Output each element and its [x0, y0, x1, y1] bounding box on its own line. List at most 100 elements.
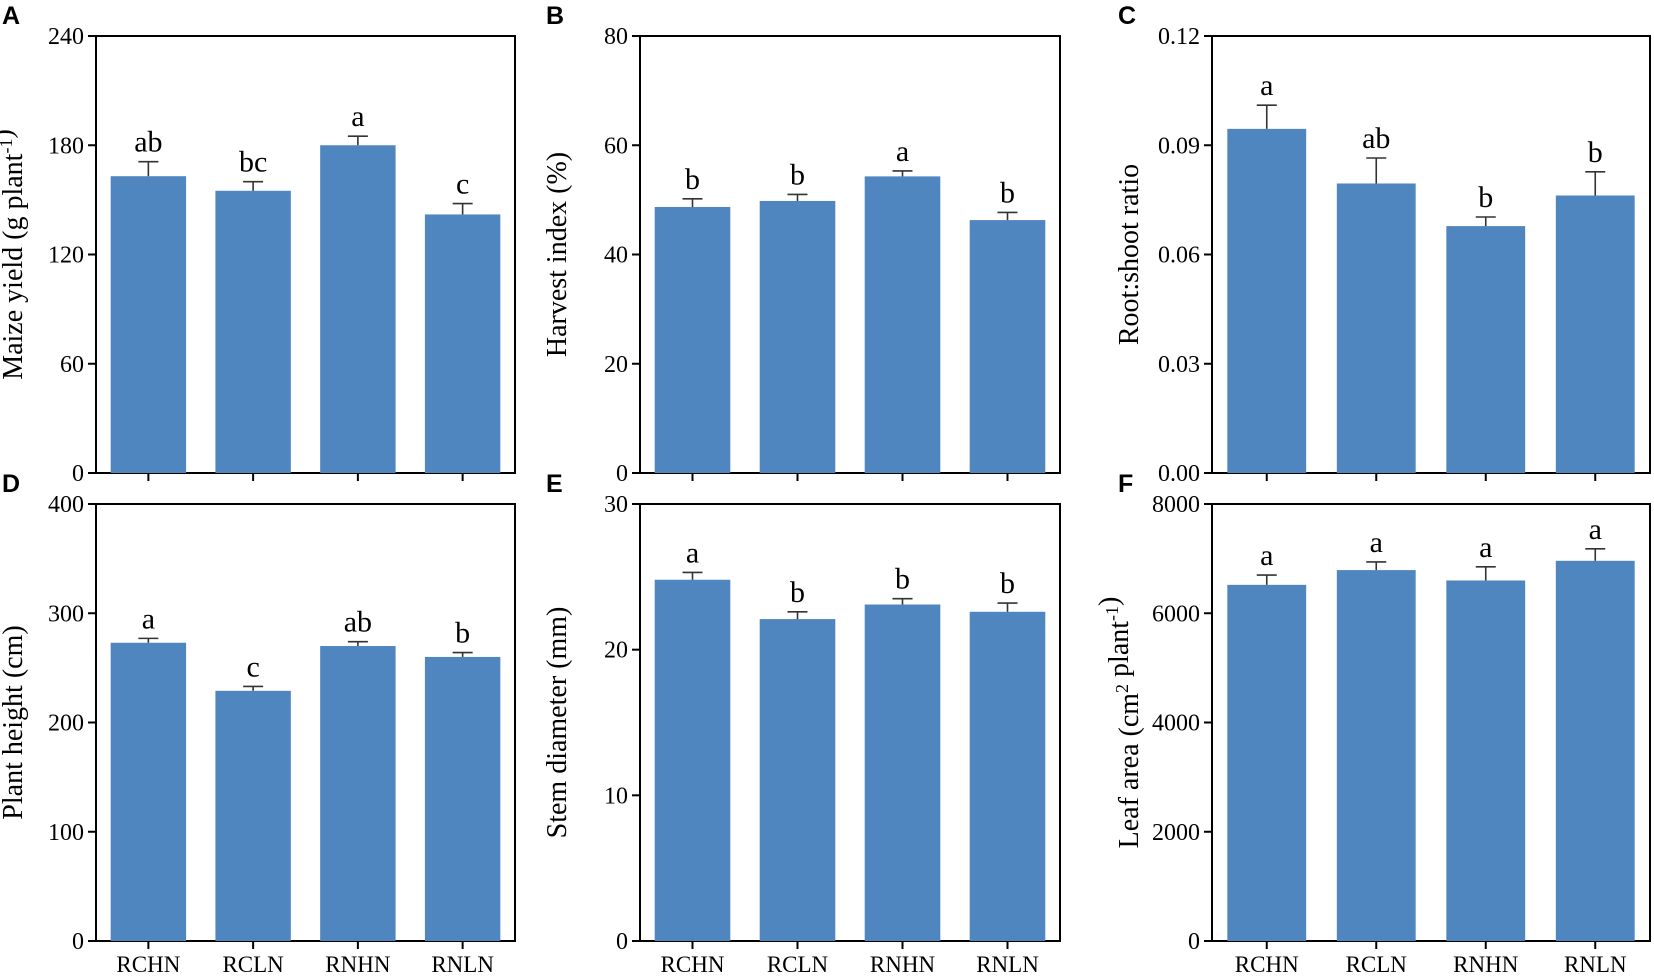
significance-label: b [790, 576, 805, 609]
panel-label: A [2, 2, 20, 30]
y-axis-label-part: ) [1094, 597, 1125, 606]
y-tick-label: 8000 [1152, 492, 1200, 518]
y-tick-label: 0 [616, 461, 628, 487]
x-category-label: RCLN [222, 952, 284, 976]
significance-label: b [895, 563, 910, 596]
y-axis-label: Maize yield (g plant-1) [0, 129, 29, 380]
y-axis-label-part: Plant height (cm) [0, 625, 29, 819]
y-tick-label: 80 [604, 24, 628, 50]
significance-label: b [1478, 181, 1493, 214]
significance-label: b [1588, 136, 1603, 169]
bar-rcln [759, 619, 836, 941]
bar-rnln [424, 214, 501, 474]
x-category-label: RCLN [767, 952, 829, 976]
y-tick-label: 400 [48, 492, 84, 518]
significance-label: a [686, 536, 699, 569]
plot-frame [639, 503, 1061, 942]
y-tick-label: 0 [1188, 929, 1200, 955]
x-category-label: RCHN [661, 952, 725, 976]
bar-rcln [759, 200, 836, 473]
y-tick-label: 120 [48, 243, 84, 269]
y-tick-label: 300 [48, 601, 84, 627]
chart-panel-d: D 0 100 200 300 400 Plant height (cm) a RCHN c RCL… [0, 470, 516, 976]
significance-label: a [1370, 526, 1383, 559]
bar-rchn [654, 579, 731, 941]
chart-panel-c: C 0.00 0.03 0.06 0.09 0.12 Root:shoot ratio a ab… [1114, 2, 1651, 487]
significance-label: a [896, 135, 909, 168]
y-axis-label-part: Root:shoot ratio [1114, 164, 1145, 345]
x-category-label: RCHN [116, 952, 180, 976]
bar-rnhn [320, 646, 396, 941]
significance-label: b [1000, 567, 1015, 600]
significance-label: b [685, 163, 700, 196]
y-axis-label-part: ) [0, 129, 19, 138]
bar-rnhn [864, 176, 941, 474]
y-axis-label-part: Maize yield (g plant [0, 153, 29, 379]
y-tick-label: 4000 [1152, 711, 1200, 737]
y-axis-label: Harvest index (%) [542, 152, 573, 357]
significance-label: b [790, 158, 805, 191]
y-tick-label: 10 [604, 783, 628, 809]
y-tick-label: 180 [48, 133, 84, 159]
panel-label: B [546, 2, 564, 30]
y-tick-label: 0 [72, 461, 84, 487]
y-axis-label-part: Harvest index (%) [542, 152, 573, 357]
y-tick-label: 100 [48, 820, 84, 846]
y-axis-label-part: Leaf area (cm [1114, 693, 1145, 849]
bar-rnhn [1446, 580, 1526, 941]
bar-rnln [1555, 195, 1635, 473]
y-tick-label: 0.12 [1158, 24, 1200, 50]
y-axis-label: Stem diameter (mm) [542, 607, 573, 839]
x-category-label: RNHN [1453, 952, 1519, 976]
significance-label: c [246, 650, 259, 683]
y-tick-label: 0 [72, 929, 84, 955]
y-axis-label-superscript: 2 [1112, 684, 1132, 693]
y-axis-label: Plant height (cm) [0, 625, 29, 819]
y-tick-label: 240 [48, 24, 84, 50]
bar-rnhn [1446, 226, 1526, 473]
x-category-label: RNHN [870, 952, 936, 976]
y-tick-label: 30 [604, 492, 628, 518]
panel-label: C [1118, 2, 1136, 30]
bar-rnln [969, 220, 1046, 473]
y-tick-label: 0.03 [1158, 352, 1200, 378]
y-tick-label: 6000 [1152, 601, 1200, 627]
y-tick-label: 0 [616, 929, 628, 955]
panel-label: F [1118, 470, 1133, 498]
bar-rchn [1227, 128, 1307, 474]
y-tick-label: 20 [604, 352, 628, 378]
significance-label: ab [1362, 122, 1390, 155]
bar-rcln [1336, 183, 1416, 474]
y-axis-label: Leaf area (cm2 plant-1) [1094, 597, 1145, 849]
bar-rcln [215, 690, 291, 941]
y-tick-label: 2000 [1152, 820, 1200, 846]
y-tick-label: 0.06 [1158, 243, 1200, 269]
significance-label: ab [344, 606, 372, 639]
panel-label: E [546, 470, 563, 498]
chart-panel-f: F 0 2000 4000 6000 8000 Leaf area (cm2 plant-1… [1094, 470, 1651, 976]
x-category-label: RNLN [976, 952, 1039, 976]
y-tick-label: 60 [604, 133, 628, 159]
y-tick-label: 40 [604, 243, 628, 269]
significance-label: a [1260, 539, 1273, 572]
bar-rnln [424, 656, 501, 941]
chart-panel-a: A 0 60 120 180 240 Maize yield (g plant-1) ab bc… [0, 2, 516, 487]
y-axis-label-part: Stem diameter (mm) [542, 607, 573, 839]
x-category-label: RCLN [1346, 952, 1408, 976]
y-axis-label-superscript: -1 [0, 139, 16, 154]
y-tick-label: 60 [60, 352, 84, 378]
panel-label: D [2, 470, 20, 498]
x-category-label: RNLN [1564, 952, 1627, 976]
significance-label: a [142, 602, 155, 635]
chart-panel-b: B 0 20 40 60 80 Harvest index (%) b b a b [542, 2, 1061, 487]
significance-label: a [351, 100, 364, 133]
y-tick-label: 200 [48, 711, 84, 737]
y-tick-label: 0.09 [1158, 133, 1200, 159]
chart-panel-e: E 0 10 20 30 Stem diameter (mm) a RCHN b RCLN b RNH… [542, 470, 1061, 976]
significance-label: b [1000, 176, 1015, 209]
significance-label: a [1479, 531, 1492, 564]
significance-label: a [1589, 513, 1602, 546]
bar-rchn [110, 642, 187, 941]
x-category-label: RCHN [1235, 952, 1299, 976]
